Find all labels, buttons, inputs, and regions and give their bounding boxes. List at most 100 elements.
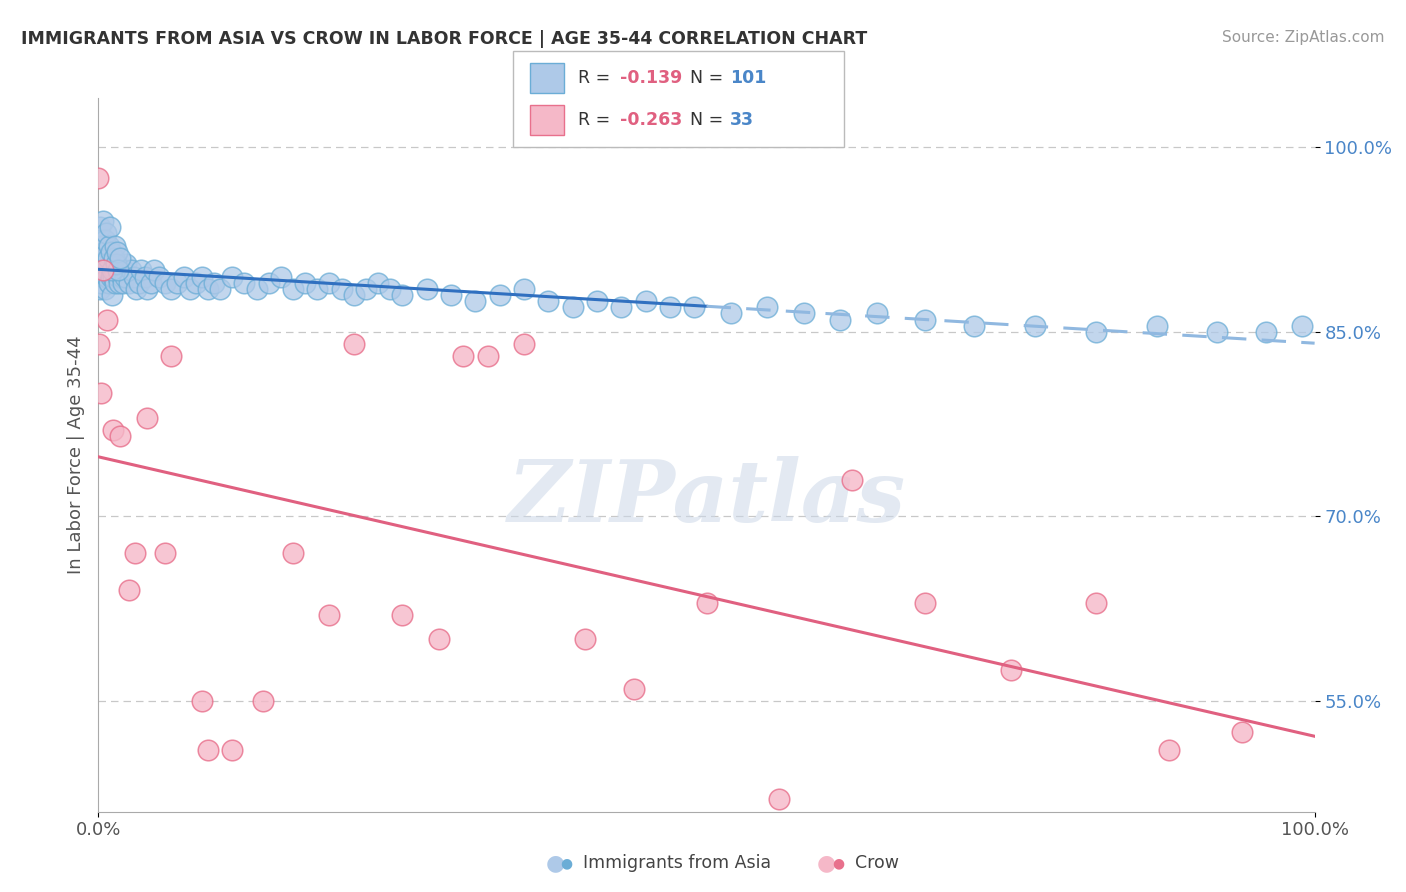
Point bbox=[464, 294, 486, 309]
Point bbox=[307, 282, 329, 296]
Text: 101: 101 bbox=[730, 69, 766, 87]
Point bbox=[96, 251, 118, 265]
Point bbox=[191, 269, 214, 284]
Point bbox=[1084, 596, 1107, 610]
Point bbox=[120, 263, 142, 277]
Point bbox=[221, 743, 243, 757]
Point bbox=[830, 312, 852, 326]
Point bbox=[136, 282, 159, 296]
Point bbox=[202, 276, 225, 290]
Point bbox=[252, 694, 274, 708]
Point bbox=[89, 282, 111, 296]
Point bbox=[561, 300, 583, 314]
Point bbox=[793, 306, 815, 320]
Point bbox=[101, 263, 124, 277]
Point bbox=[91, 263, 114, 277]
Text: -0.263: -0.263 bbox=[620, 112, 682, 129]
Text: N =: N = bbox=[690, 112, 730, 129]
Text: Immigrants from Asia: Immigrants from Asia bbox=[583, 855, 772, 872]
Point bbox=[96, 312, 118, 326]
Point bbox=[330, 282, 353, 296]
Point bbox=[281, 282, 304, 296]
Point bbox=[318, 276, 340, 290]
Point bbox=[136, 411, 159, 425]
Text: IMMIGRANTS FROM ASIA VS CROW IN LABOR FORCE | AGE 35-44 CORRELATION CHART: IMMIGRANTS FROM ASIA VS CROW IN LABOR FO… bbox=[21, 30, 868, 48]
Text: N =: N = bbox=[690, 69, 730, 87]
Point bbox=[756, 300, 779, 314]
Point bbox=[537, 294, 560, 309]
Point bbox=[105, 257, 128, 271]
Point bbox=[148, 269, 170, 284]
Point bbox=[1084, 325, 1107, 339]
Point bbox=[96, 269, 118, 284]
Point bbox=[98, 276, 121, 290]
Point bbox=[197, 743, 219, 757]
Point bbox=[101, 288, 124, 302]
Y-axis label: In Labor Force | Age 35-44: In Labor Force | Age 35-44 bbox=[66, 335, 84, 574]
Point bbox=[87, 171, 110, 186]
Point bbox=[427, 632, 450, 647]
Point bbox=[122, 269, 145, 284]
Point bbox=[318, 607, 340, 622]
Text: ●: ● bbox=[546, 854, 565, 873]
Point bbox=[118, 276, 141, 290]
Point bbox=[963, 318, 986, 333]
Point bbox=[125, 282, 148, 296]
Point bbox=[1146, 318, 1168, 333]
Point bbox=[94, 233, 117, 247]
Point bbox=[98, 220, 121, 235]
Point bbox=[184, 276, 207, 290]
Point bbox=[574, 632, 596, 647]
Text: R =: R = bbox=[578, 69, 616, 87]
Point bbox=[294, 276, 316, 290]
Point bbox=[1230, 724, 1253, 739]
Point bbox=[104, 239, 127, 253]
Point bbox=[391, 288, 413, 302]
Point bbox=[103, 263, 125, 277]
Point bbox=[107, 269, 129, 284]
Point bbox=[221, 269, 243, 284]
Point bbox=[112, 263, 135, 277]
Point bbox=[110, 429, 132, 443]
Point bbox=[1254, 325, 1277, 339]
Point bbox=[233, 276, 256, 290]
Point bbox=[93, 244, 115, 259]
Point bbox=[914, 596, 936, 610]
Point bbox=[209, 282, 232, 296]
Point bbox=[586, 294, 609, 309]
Point bbox=[513, 337, 536, 351]
Point bbox=[257, 276, 280, 290]
Point bbox=[134, 269, 156, 284]
Text: R =: R = bbox=[578, 112, 616, 129]
Point bbox=[477, 350, 499, 364]
Point bbox=[101, 269, 124, 284]
Point bbox=[391, 607, 413, 622]
Point bbox=[488, 288, 510, 302]
Point bbox=[105, 257, 128, 271]
Point bbox=[94, 263, 117, 277]
Text: 33: 33 bbox=[730, 112, 754, 129]
Point bbox=[89, 220, 111, 235]
Point bbox=[440, 288, 463, 302]
Point bbox=[160, 350, 183, 364]
Point bbox=[93, 282, 115, 296]
Point bbox=[166, 276, 188, 290]
Point bbox=[179, 282, 201, 296]
Point bbox=[143, 263, 166, 277]
Point bbox=[90, 239, 112, 253]
Point bbox=[115, 257, 138, 271]
Point bbox=[380, 282, 402, 296]
Point bbox=[160, 282, 183, 296]
Point bbox=[343, 337, 366, 351]
Point bbox=[108, 251, 131, 265]
Point bbox=[1024, 318, 1046, 333]
Point bbox=[105, 244, 128, 259]
Point bbox=[683, 300, 706, 314]
Point bbox=[720, 306, 742, 320]
Point bbox=[659, 300, 682, 314]
Point bbox=[139, 276, 162, 290]
Point bbox=[108, 276, 131, 290]
Point bbox=[1000, 663, 1022, 677]
Point bbox=[129, 263, 152, 277]
Point bbox=[416, 282, 439, 296]
